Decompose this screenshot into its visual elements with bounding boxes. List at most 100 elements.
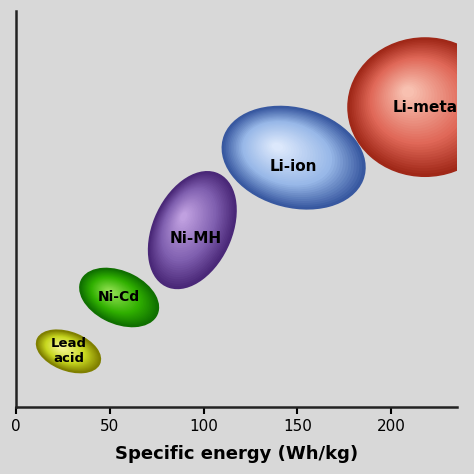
Ellipse shape	[150, 173, 234, 286]
Ellipse shape	[352, 41, 474, 171]
Ellipse shape	[260, 134, 302, 164]
Ellipse shape	[87, 274, 146, 318]
Ellipse shape	[88, 275, 145, 317]
Ellipse shape	[267, 139, 292, 157]
Ellipse shape	[42, 334, 92, 367]
Ellipse shape	[257, 132, 308, 168]
Ellipse shape	[265, 138, 294, 159]
Ellipse shape	[91, 277, 140, 313]
Ellipse shape	[161, 188, 217, 262]
Text: Lead
acid: Lead acid	[50, 337, 86, 365]
Ellipse shape	[45, 336, 87, 364]
Ellipse shape	[164, 192, 211, 255]
Ellipse shape	[166, 195, 208, 250]
Ellipse shape	[268, 140, 289, 155]
Ellipse shape	[91, 278, 139, 312]
Ellipse shape	[103, 287, 119, 299]
Ellipse shape	[379, 65, 452, 132]
Ellipse shape	[53, 341, 73, 355]
Ellipse shape	[272, 143, 283, 151]
Ellipse shape	[370, 57, 467, 145]
Ellipse shape	[54, 343, 71, 354]
Ellipse shape	[55, 344, 68, 352]
Ellipse shape	[228, 110, 357, 203]
Ellipse shape	[58, 345, 65, 350]
Ellipse shape	[375, 62, 458, 137]
Ellipse shape	[371, 59, 464, 142]
Text: Li-meta: Li-meta	[392, 100, 457, 115]
Ellipse shape	[97, 282, 129, 306]
Ellipse shape	[175, 205, 195, 233]
Ellipse shape	[386, 72, 440, 121]
Ellipse shape	[242, 121, 332, 186]
Text: Li-ion: Li-ion	[270, 159, 318, 173]
Ellipse shape	[56, 344, 67, 351]
Ellipse shape	[104, 287, 118, 298]
Ellipse shape	[93, 279, 136, 310]
Ellipse shape	[368, 56, 470, 147]
Ellipse shape	[43, 334, 91, 366]
Ellipse shape	[364, 53, 474, 153]
Ellipse shape	[179, 211, 189, 224]
Ellipse shape	[39, 332, 97, 370]
Ellipse shape	[47, 338, 82, 361]
Ellipse shape	[151, 174, 233, 284]
Ellipse shape	[389, 75, 435, 116]
Ellipse shape	[355, 45, 474, 166]
Ellipse shape	[350, 40, 474, 173]
Ellipse shape	[154, 179, 228, 277]
Ellipse shape	[54, 342, 72, 355]
Ellipse shape	[100, 285, 124, 302]
Ellipse shape	[90, 276, 142, 315]
Ellipse shape	[46, 337, 84, 362]
Ellipse shape	[363, 51, 474, 155]
Ellipse shape	[40, 333, 94, 369]
Ellipse shape	[58, 346, 64, 349]
Ellipse shape	[99, 283, 127, 304]
Ellipse shape	[43, 335, 89, 365]
Ellipse shape	[172, 201, 200, 239]
Ellipse shape	[178, 210, 191, 226]
Ellipse shape	[259, 133, 305, 166]
Ellipse shape	[167, 196, 207, 248]
Ellipse shape	[361, 49, 474, 158]
Ellipse shape	[152, 176, 231, 282]
Ellipse shape	[398, 83, 420, 103]
Ellipse shape	[173, 203, 199, 237]
Ellipse shape	[95, 281, 133, 308]
Ellipse shape	[92, 278, 137, 311]
Ellipse shape	[107, 290, 113, 294]
Ellipse shape	[105, 288, 116, 296]
Ellipse shape	[377, 64, 455, 134]
Ellipse shape	[158, 184, 221, 268]
Ellipse shape	[391, 77, 432, 113]
Ellipse shape	[224, 108, 362, 207]
Ellipse shape	[46, 337, 86, 363]
Ellipse shape	[149, 172, 236, 288]
Ellipse shape	[50, 339, 78, 358]
Ellipse shape	[231, 113, 351, 199]
Ellipse shape	[37, 331, 99, 372]
Ellipse shape	[380, 67, 449, 129]
Ellipse shape	[82, 271, 154, 323]
Ellipse shape	[80, 269, 158, 327]
Ellipse shape	[236, 116, 343, 193]
Ellipse shape	[382, 69, 447, 126]
Ellipse shape	[89, 275, 143, 316]
Ellipse shape	[102, 286, 120, 300]
Ellipse shape	[50, 340, 77, 357]
Ellipse shape	[171, 200, 202, 241]
Ellipse shape	[357, 46, 474, 163]
Ellipse shape	[55, 343, 70, 353]
Ellipse shape	[176, 207, 193, 230]
Ellipse shape	[96, 281, 131, 307]
Ellipse shape	[252, 128, 316, 174]
Ellipse shape	[226, 109, 359, 205]
Ellipse shape	[157, 182, 223, 271]
Ellipse shape	[81, 269, 157, 325]
Ellipse shape	[84, 272, 151, 321]
Ellipse shape	[106, 289, 114, 295]
Ellipse shape	[262, 136, 300, 163]
Ellipse shape	[354, 43, 474, 168]
Ellipse shape	[49, 339, 80, 359]
